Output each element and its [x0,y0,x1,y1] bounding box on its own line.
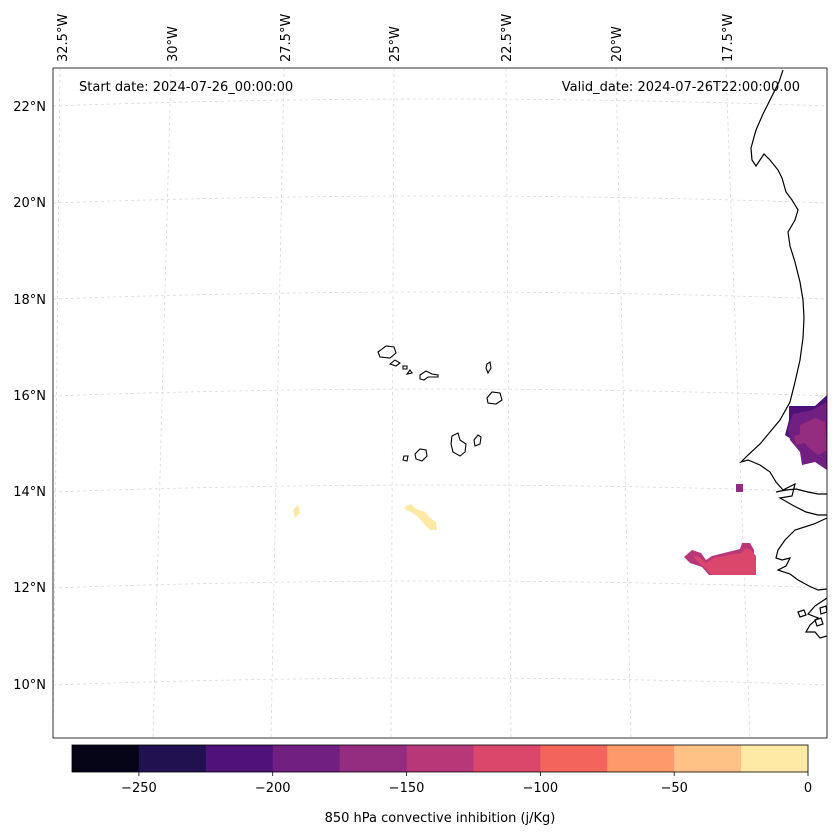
island-sao-vicente [388,359,401,367]
lon-label-30w: 30°W [166,26,181,62]
cin-fields [293,395,827,575]
colorbar-label: 850 hPa convective inhibition (j/Kg) [325,811,556,826]
guinea-bissau-cin-inner [693,548,756,575]
senegal-coast-cin-edge [794,434,804,445]
senegal-coast-cin-inner [800,418,827,455]
offshore-pixel-cin [736,484,743,492]
colorbar-swatch-0 [72,745,140,772]
island-sal [485,361,492,375]
longitude-labels: 32.5°W 30°W 27.5°W 25°W 22.5°W 20°W 17.5… [56,14,736,62]
colorbar-tick-label: −250 [121,781,157,796]
island-santa-luzia [402,365,408,370]
meridian-32-5w [53,68,61,738]
colorbar-swatch-7 [540,745,608,772]
colorbar-swatch-4 [339,745,408,772]
parallel-18n [53,291,827,300]
map-frame [52,67,828,739]
colorbar-swatch-1 [138,745,207,772]
lon-label-25w: 25°W [388,26,403,62]
lat-label-10n: 10°N [13,678,46,693]
gridlines [53,68,827,738]
lon-label-17-5w: 17.5°W [721,14,736,62]
colorbar-tick-label: −150 [389,781,425,796]
map-background [53,68,827,738]
meridian-20w [615,68,632,738]
latitude-labels: 22°N 20°N 18°N 16°N 14°N 12°N 10°N [13,100,46,693]
colorbar-tick-label: −50 [660,781,687,796]
island-sao-nicolau-main [419,370,439,381]
west-pixel-cin [293,505,300,518]
island-fogo [414,448,428,462]
lon-label-20w: 20°W [610,26,625,62]
meridian-22-5w [505,68,512,738]
meridian-17-5w [725,68,751,738]
colorbar-swatch-2 [205,745,274,772]
island-brava [402,455,409,462]
lon-label-27-5w: 27.5°W [279,14,294,62]
map-area [53,68,827,738]
island-maio [473,434,482,447]
colorbar-tick-label: −200 [255,781,291,796]
colorbar-swatch-8 [607,745,675,772]
parallel-12n [53,580,827,589]
cape-verde-islands [377,345,503,462]
island-santo-antao [377,345,397,359]
meridian-30w [152,68,172,738]
valid-date-text: Valid_date: 2024-07-26T22:00:00.00 [562,80,800,95]
lon-label-32-5w: 32.5°W [56,14,71,62]
guinea-bissau-cin [684,543,756,575]
colorbar-swatch-10 [741,745,809,772]
lat-label-14n: 14°N [13,485,46,500]
lon-label-22-5w: 22.5°W [500,14,515,62]
colorbar-frame [71,744,809,773]
senegal-coast-cin [785,395,827,470]
meridian-27-5w [270,68,285,738]
colorbar-swatch-3 [272,745,341,772]
coastline-bijagos [797,605,827,627]
lat-label-16n: 16°N [13,389,46,404]
parallel-10n [53,677,827,686]
lat-label-20n: 20°N [13,196,46,211]
colorbar-swatch-5 [406,745,474,772]
parallel-16n [53,388,827,397]
colorbar-tick-label: −100 [523,781,559,796]
colorbar-swatch-9 [674,745,742,772]
island-sao-nicolau [405,369,413,375]
island-santiago [450,432,467,457]
parallel-20n [53,195,827,204]
colorbar-swatch-6 [473,745,541,772]
coastline-gambia-river [775,488,827,495]
lat-label-18n: 18°N [13,293,46,308]
parallel-14n [53,484,827,493]
colorbar: −250 −200 −150 −100 −50 0 [71,744,812,796]
lat-label-22n: 22°N [13,100,46,115]
island-boa-vista [486,391,503,405]
start-date-text: Start date: 2024-07-26_00:00:00 [79,80,293,95]
colorbar-tick-label: 0 [804,781,812,796]
parallel-22n [53,98,827,107]
lat-label-12n: 12°N [13,581,46,596]
coastline [738,69,827,639]
meridian-25w [390,68,395,738]
south-island-cin [404,504,437,530]
